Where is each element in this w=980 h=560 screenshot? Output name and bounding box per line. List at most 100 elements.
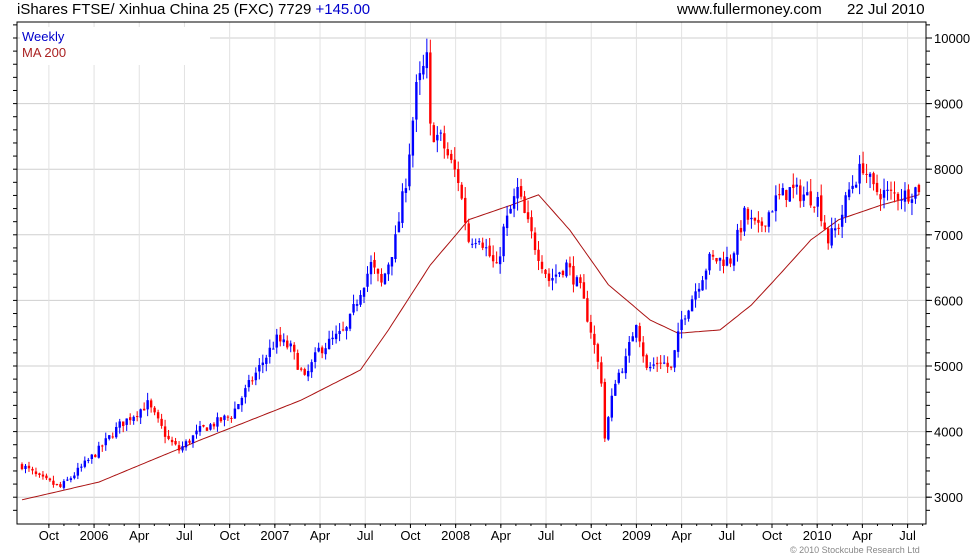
candle	[861, 151, 865, 175]
candle	[851, 175, 854, 194]
candle	[132, 415, 135, 425]
candle-body	[240, 397, 244, 406]
candle-body	[167, 435, 170, 439]
candle	[743, 205, 746, 236]
candle	[80, 463, 83, 472]
candle	[202, 424, 205, 428]
candle	[739, 220, 743, 241]
candle-body	[247, 380, 251, 388]
candle	[607, 415, 610, 441]
candle	[261, 354, 265, 374]
candle	[300, 367, 303, 372]
candle	[589, 314, 593, 339]
candle-body	[279, 334, 282, 342]
candle	[638, 322, 641, 348]
candle	[917, 183, 921, 196]
candle-body	[778, 194, 781, 196]
candle	[408, 143, 411, 191]
candle-body	[439, 132, 442, 134]
x-tick-label: Apr	[491, 528, 512, 543]
candle	[55, 483, 59, 486]
candle-body	[729, 258, 732, 264]
candle-body	[418, 73, 422, 81]
candle	[795, 177, 798, 195]
candle	[334, 325, 338, 344]
candle-body	[359, 294, 362, 305]
x-tick-label: Jul	[718, 528, 735, 543]
candle-body	[540, 261, 544, 269]
candle	[896, 192, 900, 211]
candle-body	[348, 313, 352, 329]
x-tick-label: Oct	[220, 528, 241, 543]
candle	[840, 204, 844, 239]
candle	[52, 475, 55, 488]
candle	[310, 359, 313, 378]
x-tick-label: Jul	[357, 528, 374, 543]
candle	[317, 342, 320, 353]
candle	[59, 481, 62, 488]
candle	[561, 269, 565, 278]
x-tick-label: Jul	[176, 528, 193, 543]
candle	[282, 333, 285, 347]
candle	[582, 274, 586, 299]
candle-body	[767, 212, 771, 227]
candle	[233, 401, 237, 419]
candle	[195, 424, 198, 439]
candle-body	[184, 441, 188, 448]
candle	[83, 456, 87, 469]
candle-body	[596, 344, 600, 362]
candle-body	[816, 197, 819, 207]
candle-body	[338, 330, 341, 335]
candle	[139, 408, 142, 424]
candle	[101, 444, 104, 452]
candle-body	[69, 478, 73, 481]
candle-body	[170, 439, 174, 443]
candle-body	[579, 277, 582, 284]
candle-body	[230, 417, 233, 419]
candle	[115, 422, 118, 439]
candle	[617, 369, 620, 385]
candle	[24, 463, 27, 474]
candle-body	[34, 471, 38, 475]
candle-body	[610, 395, 614, 418]
candle	[806, 181, 809, 196]
candle-body	[303, 369, 306, 375]
candle-body	[708, 253, 711, 271]
candle-body	[544, 269, 547, 275]
candle-body	[450, 153, 453, 160]
candle-body	[289, 343, 292, 347]
candle	[331, 330, 334, 345]
candle	[223, 414, 226, 427]
candle	[655, 356, 659, 372]
candle	[907, 184, 910, 204]
candle-body	[635, 325, 638, 338]
candle-body	[390, 257, 394, 267]
candle	[544, 269, 547, 278]
candle	[411, 116, 415, 168]
candle-body	[282, 339, 285, 343]
candle-body	[334, 333, 338, 340]
candle-body	[41, 474, 45, 477]
candle	[642, 336, 645, 363]
candle-body	[676, 331, 680, 352]
candle-body	[352, 303, 355, 313]
candle-body	[896, 193, 900, 200]
candle	[882, 178, 886, 209]
candle-body	[261, 362, 265, 366]
candle-body	[593, 333, 596, 345]
candle	[516, 178, 519, 211]
candle-body	[237, 404, 240, 410]
candle-body	[554, 274, 558, 277]
candle-body	[558, 272, 561, 275]
candle-body	[837, 227, 840, 229]
candle	[799, 179, 802, 208]
candle-body	[914, 187, 917, 199]
candle-body	[718, 257, 722, 261]
candle	[645, 353, 648, 371]
candle-body	[893, 192, 896, 194]
candle-body	[125, 418, 128, 425]
candle-body	[502, 226, 505, 257]
candle-body	[813, 206, 816, 208]
candle-body	[20, 464, 24, 470]
candle-body	[432, 125, 436, 143]
